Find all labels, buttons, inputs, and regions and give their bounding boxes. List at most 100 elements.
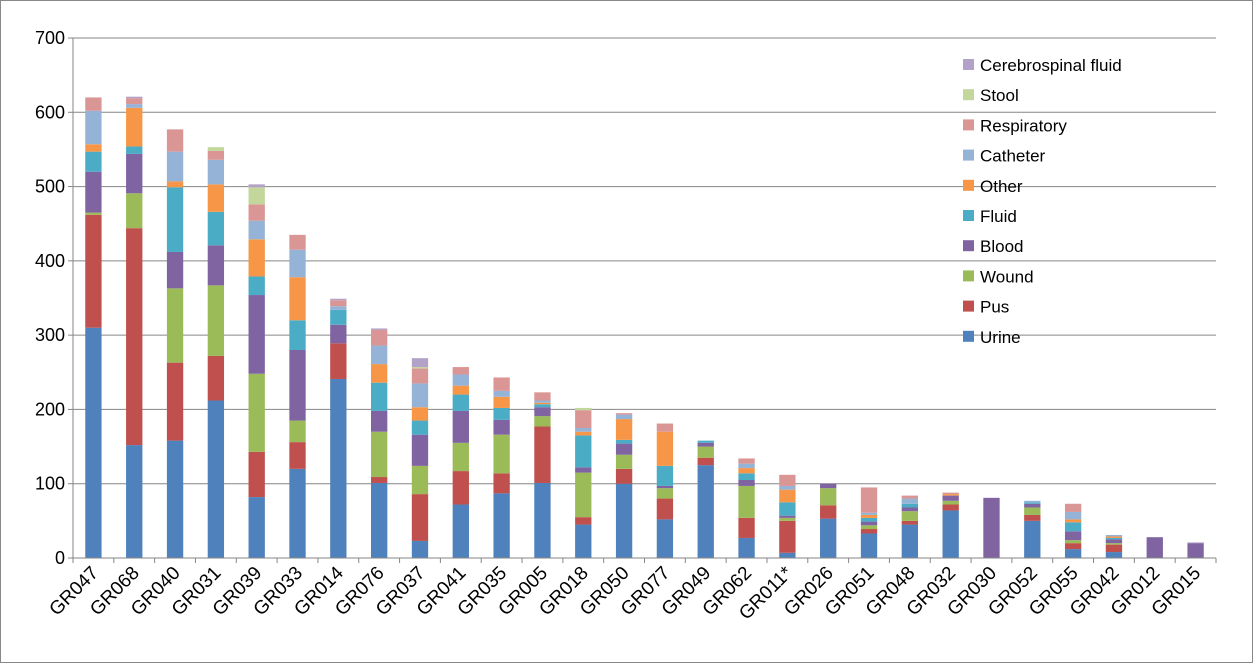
y-tick-label: 100 <box>35 474 65 494</box>
bar-segment-blood-gr040 <box>166 251 184 289</box>
bar-segment-pus-gr047 <box>85 214 102 328</box>
bar-segment-blood-gr031 <box>207 245 225 286</box>
bar-segment-other-gr050 <box>615 419 633 440</box>
bar-segment-blood-gr015 <box>1187 543 1204 558</box>
legend-label: Urine <box>980 328 1021 347</box>
bar-segment-pus-gr077 <box>656 498 674 520</box>
legend-label: Pus <box>980 298 1009 317</box>
bar-segment-blood-gr050 <box>615 443 633 455</box>
bar-segment-cerebrospinal-fluid-gr068 <box>126 96 143 99</box>
bar-segment-fluid-gr048 <box>901 503 919 508</box>
bar-segment-other-gr011 <box>779 489 796 503</box>
bar-segment-catheter-gr011 <box>779 485 796 490</box>
bar-segment-urine-gr014 <box>330 378 347 558</box>
bar-segment-wound-gr011 <box>779 517 796 521</box>
bar-segment-respiratory-gr047 <box>85 97 102 111</box>
bar-segment-blood-gr018 <box>575 467 592 473</box>
bar-segment-respiratory-gr041 <box>452 367 469 375</box>
bar-segment-blood-gr041 <box>452 410 469 443</box>
legend-swatch <box>963 59 974 70</box>
bar-segment-urine-gr031 <box>207 400 225 558</box>
bar-segment-pus-gr035 <box>493 473 510 494</box>
bar-segment-catheter-gr042 <box>1105 534 1123 537</box>
bar-segment-urine-gr041 <box>452 504 469 558</box>
bar-segment-pus-gr031 <box>207 355 225 401</box>
bar-segment-catheter-gr048 <box>901 498 919 504</box>
bar-segment-fluid-gr041 <box>452 394 469 411</box>
bar-segment-blood-gr062 <box>738 480 755 486</box>
bar-segment-wound-gr077 <box>656 488 674 499</box>
bar-segment-other-gr037 <box>411 407 429 421</box>
bar-segment-other-gr042 <box>1105 536 1123 538</box>
bar-segment-urine-gr042 <box>1105 552 1123 558</box>
y-tick-label: 300 <box>35 325 65 345</box>
legend-label: Stool <box>980 86 1019 105</box>
bar-segment-cerebrospinal-fluid-gr014 <box>330 298 347 301</box>
bar-segment-pus-gr040 <box>166 362 184 441</box>
legend-swatch <box>963 330 974 342</box>
bar-segment-respiratory-gr077 <box>656 423 674 432</box>
bar-segment-catheter-gr076 <box>370 345 388 365</box>
bar-segment-other-gr068 <box>126 107 143 147</box>
bar-segment-wound-gr050 <box>615 454 633 469</box>
bar-segment-pus-gr048 <box>901 520 919 525</box>
bar-segment-urine-gr005 <box>534 482 551 558</box>
bar-segment-catheter-gr050 <box>615 414 633 420</box>
bar-segment-respiratory-gr033 <box>289 234 306 250</box>
bar-segment-urine-gr068 <box>126 445 143 558</box>
bar-segment-respiratory-gr032 <box>942 492 959 495</box>
bar-segment-wound-gr042 <box>1105 543 1123 545</box>
bar-segment-respiratory-gr050 <box>615 413 633 415</box>
legend-label: Cerebrospinal fluid <box>980 56 1122 75</box>
bar-segment-wound-gr068 <box>126 193 143 229</box>
bar-segment-fluid-gr042 <box>1105 537 1123 540</box>
y-tick-label: 700 <box>35 28 65 48</box>
legend-swatch <box>963 300 974 312</box>
bar-segment-cerebrospinal-fluid-gr037 <box>411 358 429 368</box>
bar-segment-fluid-gr062 <box>738 473 755 480</box>
bar-segment-respiratory-gr055 <box>1064 503 1082 512</box>
bar-segment-other-gr039 <box>248 239 265 277</box>
legend-swatch <box>963 149 974 161</box>
bar-segment-pus-gr039 <box>248 451 265 498</box>
bar-segment-stool-gr031 <box>207 147 225 151</box>
legend-swatch <box>963 240 974 252</box>
bar-segment-fluid-gr055 <box>1064 522 1082 532</box>
legend: Cerebrospinal fluid Stool Respiratory Cathe… <box>963 56 1122 347</box>
bar-segment-catheter-gr014 <box>330 306 347 310</box>
legend-swatch <box>963 119 974 131</box>
bar-segment-urine-gr047 <box>85 327 102 558</box>
bar-segment-fluid-gr031 <box>207 211 225 246</box>
bar-segment-pus-gr041 <box>452 471 469 505</box>
bar-segment-catheter-gr047 <box>85 110 102 145</box>
bar-segment-blood-gr014 <box>330 324 347 344</box>
bar-segment-wound-gr033 <box>289 420 306 443</box>
bar-segment-catheter-gr039 <box>248 220 265 240</box>
bar-segment-other-gr033 <box>289 277 306 321</box>
bar-segment-respiratory-gr031 <box>207 150 225 160</box>
bar-segment-catheter-gr035 <box>493 390 510 397</box>
y-tick-label: 200 <box>35 399 65 419</box>
bar-segment-other-gr076 <box>370 364 388 383</box>
bar-segment-respiratory-gr048 <box>901 495 919 499</box>
bar-segment-other-gr040 <box>166 181 184 188</box>
bar-segment-pus-gr005 <box>534 426 551 483</box>
bar-segment-catheter-gr031 <box>207 159 225 185</box>
bar-segment-wound-gr032 <box>942 500 959 505</box>
bar-segment-pus-gr049 <box>697 457 714 466</box>
bar-segment-blood-gr030 <box>983 497 1000 558</box>
bar-segment-urine-gr040 <box>166 440 184 558</box>
bar-segment-blood-gr039 <box>248 295 265 374</box>
bar-segment-other-gr062 <box>738 468 755 474</box>
bar-segment-wound-gr052 <box>1024 507 1041 515</box>
bar-segment-catheter-gr052 <box>1024 500 1041 503</box>
bar-segment-urine-gr076 <box>370 482 388 558</box>
bar-segment-pus-gr050 <box>615 468 633 484</box>
bar-segment-urine-gr048 <box>901 524 919 558</box>
bar-segment-blood-gr076 <box>370 410 388 432</box>
bar-segment-other-gr018 <box>575 431 592 436</box>
bar-segment-pus-gr014 <box>330 343 347 379</box>
bar-segment-wound-gr048 <box>901 511 919 521</box>
bar-segment-catheter-gr062 <box>738 463 755 469</box>
bar-segment-fluid-gr049 <box>697 440 714 443</box>
